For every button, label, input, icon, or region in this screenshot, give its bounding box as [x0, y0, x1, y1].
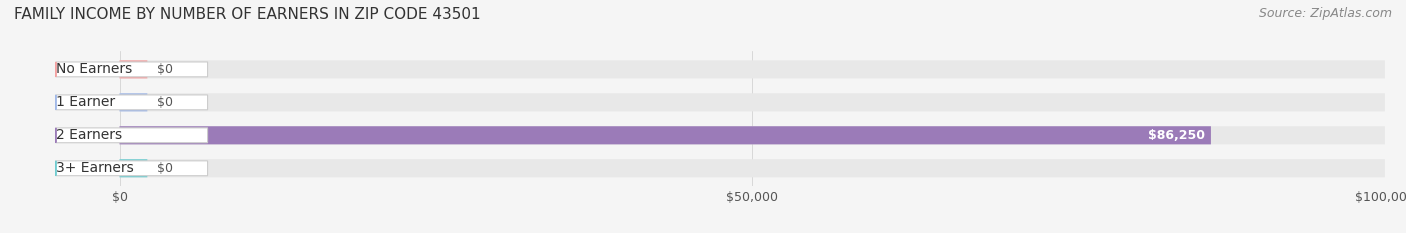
Text: 1 Earner: 1 Earner — [56, 95, 115, 109]
FancyBboxPatch shape — [120, 60, 148, 79]
Text: $86,250: $86,250 — [1147, 129, 1205, 142]
Text: 2 Earners: 2 Earners — [56, 128, 122, 142]
Text: FAMILY INCOME BY NUMBER OF EARNERS IN ZIP CODE 43501: FAMILY INCOME BY NUMBER OF EARNERS IN ZI… — [14, 7, 481, 22]
FancyBboxPatch shape — [56, 128, 208, 143]
FancyBboxPatch shape — [120, 126, 1385, 144]
FancyBboxPatch shape — [56, 62, 208, 77]
FancyBboxPatch shape — [120, 159, 1385, 177]
Text: $0: $0 — [157, 162, 173, 175]
FancyBboxPatch shape — [120, 93, 1385, 111]
FancyBboxPatch shape — [120, 126, 1211, 144]
FancyBboxPatch shape — [120, 93, 148, 111]
Text: $0: $0 — [157, 63, 173, 76]
FancyBboxPatch shape — [56, 95, 208, 110]
Text: Source: ZipAtlas.com: Source: ZipAtlas.com — [1258, 7, 1392, 20]
FancyBboxPatch shape — [120, 60, 1385, 79]
FancyBboxPatch shape — [120, 159, 148, 177]
Text: 3+ Earners: 3+ Earners — [56, 161, 134, 175]
FancyBboxPatch shape — [56, 161, 208, 176]
Text: $0: $0 — [157, 96, 173, 109]
Text: No Earners: No Earners — [56, 62, 132, 76]
